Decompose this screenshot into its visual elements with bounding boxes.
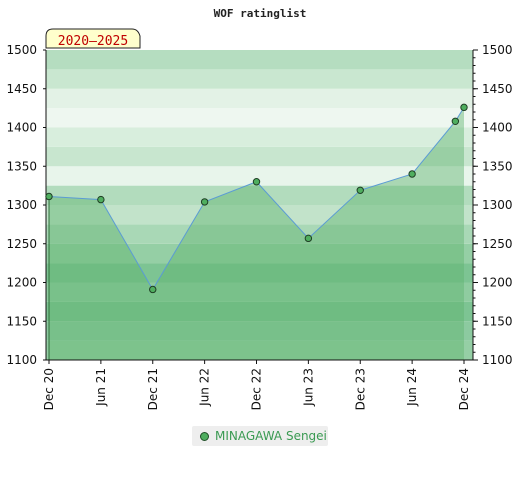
x-axis: Dec 20 Jun 21 Dec 21 Jun 22 Dec 22 Jun 23 Dec …: [42, 360, 471, 410]
y-tick-label-right: 1350: [482, 159, 513, 173]
y-tick-label-left: 1150: [6, 314, 37, 328]
chart-title: WOF ratinglist: [214, 7, 307, 20]
y-tick-label-right: 1400: [482, 121, 513, 135]
y-tick-label-right: 1200: [482, 276, 513, 290]
y-axis-left: 1100 1150 1200 1250 1300 1350 1400 1450 1500: [6, 43, 46, 367]
plot-background: [46, 50, 473, 360]
x-tick-label: Dec 24: [457, 368, 471, 410]
data-point: [304, 234, 313, 243]
plot-band: [46, 340, 473, 360]
x-tick-label: Dec 20: [42, 368, 56, 410]
y-tick-label-right: 1150: [482, 314, 513, 328]
data-point: [149, 285, 157, 294]
period-badge-text: 2020–2025: [58, 34, 128, 49]
y-tick-label-left: 1450: [6, 82, 37, 96]
plot-band: [46, 243, 473, 264]
y-tick-label-left: 1400: [6, 121, 37, 135]
x-tick-label: Dec 21: [146, 368, 160, 410]
legend[interactable]: MINAGAWA Sengei: [192, 426, 328, 446]
data-point: [356, 186, 364, 194]
period-badge-box: [45, 28, 141, 49]
plot-band: [46, 166, 473, 186]
x-tick-label: Jun 23: [301, 368, 315, 407]
plot-band: [46, 224, 473, 244]
plot-band: [46, 88, 473, 109]
data-point: [451, 117, 460, 126]
legend-marker-icon: [200, 431, 209, 441]
y-tick-label-right: 1450: [482, 82, 513, 96]
y-tick-label-right: 1300: [482, 198, 513, 212]
y-tick-label-left: 1300: [6, 198, 37, 212]
legend-label: MINAGAWA Sengei: [215, 429, 327, 443]
plot-band: [46, 108, 473, 128]
plot-band: [46, 127, 473, 147]
plot-band: [46, 301, 473, 322]
plot-band: [46, 50, 473, 70]
plot-band: [46, 69, 473, 89]
y-tick-label-left: 1200: [6, 276, 37, 290]
data-point: [460, 103, 468, 112]
y-tick-label-right: 1500: [482, 43, 513, 57]
y-tick-label-left: 1250: [6, 237, 37, 251]
x-tick-label: Dec 22: [250, 368, 264, 410]
y-tick-label-right: 1250: [482, 237, 513, 251]
period-badge: 2020–2025: [45, 28, 141, 49]
y-axis-right: 1100 1150 1200 1250 1300 1350 1400 1450 1500: [473, 43, 513, 367]
series-area-fill: [49, 107, 464, 360]
plot-band: [46, 205, 473, 225]
series-area: [48, 107, 465, 360]
data-point: [97, 195, 105, 204]
y-tick-label-left: 1350: [6, 159, 37, 173]
x-tick-label: Jun 24: [405, 368, 419, 407]
x-tick-label: Dec 23: [353, 368, 367, 410]
data-point: [252, 178, 261, 186]
plot-band: [46, 146, 473, 167]
plot-band: [46, 321, 473, 341]
data-point: [408, 170, 416, 178]
y-tick-label-left: 1100: [6, 353, 37, 367]
series-line: [48, 107, 465, 291]
x-tick-label: Jun 21: [94, 368, 108, 407]
data-point: [45, 192, 53, 201]
series-points: [45, 103, 468, 294]
data-point: [200, 198, 209, 206]
plot-band: [46, 185, 473, 205]
y-tick-label-right: 1100: [482, 353, 513, 367]
x-tick-label: Jun 22: [198, 368, 212, 407]
plot-band: [46, 263, 473, 283]
y-tick-label-left: 1500: [6, 43, 37, 57]
